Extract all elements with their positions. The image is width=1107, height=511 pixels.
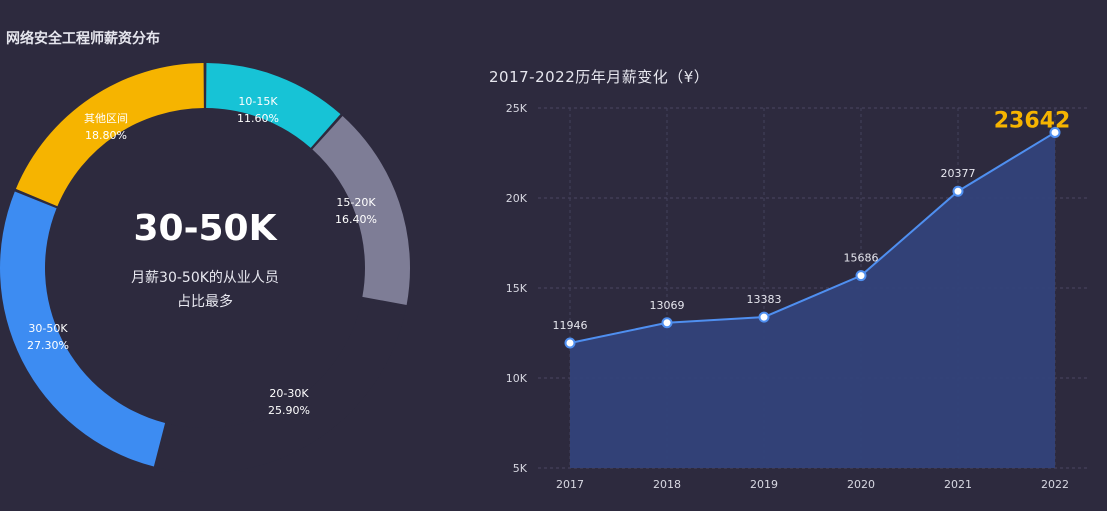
salary-trend-chart-title: 2017-2022历年月薪变化（¥） (489, 68, 710, 86)
donut-slice-label: 10-15K 11.60% (223, 93, 293, 127)
data-value-label: 13383 (747, 293, 782, 306)
donut-slice-percent: 25.90% (268, 404, 310, 417)
y-tick-label: 20K (506, 192, 528, 205)
data-value-label: 23642 (994, 108, 1071, 133)
donut-slice-name: 15-20K (336, 196, 376, 209)
donut-slice-name: 30-50K (28, 322, 68, 335)
donut-center-line-2: 占比最多 (177, 294, 233, 310)
data-point-2022 (1049, 126, 1061, 138)
data-point-2021 (952, 185, 964, 197)
donut-slice-label: 20-30K 25.90% (254, 385, 324, 419)
donut-slice-15-20K (312, 116, 410, 306)
y-tick-label: 25K (506, 102, 528, 115)
donut-slice-name: 其他区间 (84, 112, 128, 125)
data-value-label: 20377 (941, 167, 976, 180)
donut-center-headline: 30-50K (133, 208, 277, 249)
donut-slice-10-15K (206, 63, 341, 148)
salary-distribution-donut (0, 63, 410, 473)
x-tick-label: 2019 (750, 478, 778, 491)
donut-slice-label: 其他区间 18.80% (71, 110, 141, 144)
salary-area-fill (570, 132, 1055, 468)
y-tick-label: 15K (506, 282, 528, 295)
donut-slice-percent: 18.80% (85, 129, 127, 142)
donut-slice-name: 20-30K (269, 387, 309, 400)
data-point-2018 (661, 317, 673, 329)
donut-slice-label: 30-50K 27.30% (13, 320, 83, 354)
data-point-2020 (855, 270, 867, 282)
data-value-label: 11946 (553, 319, 588, 332)
donut-slice-label: 15-20K 16.40% (321, 194, 391, 228)
x-tick-label: 2020 (847, 478, 875, 491)
data-value-label: 13069 (650, 299, 685, 312)
donut-slice-20-30K (156, 299, 407, 473)
salary-series-line (569, 131, 1056, 344)
distribution-chart-title: 网络安全工程师薪资分布 (6, 31, 160, 47)
donut-slice-percent: 16.40% (335, 213, 377, 226)
y-tick-label: 5K (513, 462, 528, 475)
x-tick-label: 2021 (944, 478, 972, 491)
data-value-label: 15686 (844, 252, 879, 265)
x-tick-label: 2022 (1041, 478, 1069, 491)
donut-slice-其他区间 (15, 63, 204, 207)
data-point-2017 (564, 337, 576, 349)
y-tick-label: 10K (506, 372, 528, 385)
data-point-2019 (758, 311, 770, 323)
donut-slice-percent: 11.60% (237, 112, 279, 125)
donut-slice-name: 10-15K (238, 95, 278, 108)
donut-center-description: 月薪30-50K的从业人员 占比最多 (105, 266, 305, 314)
x-tick-label: 2018 (653, 478, 681, 491)
donut-slice-percent: 27.30% (27, 339, 69, 352)
donut-center-line-1: 月薪30-50K的从业人员 (131, 270, 279, 286)
donut-slice-30-50K (0, 191, 166, 467)
x-tick-label: 2017 (556, 478, 584, 491)
